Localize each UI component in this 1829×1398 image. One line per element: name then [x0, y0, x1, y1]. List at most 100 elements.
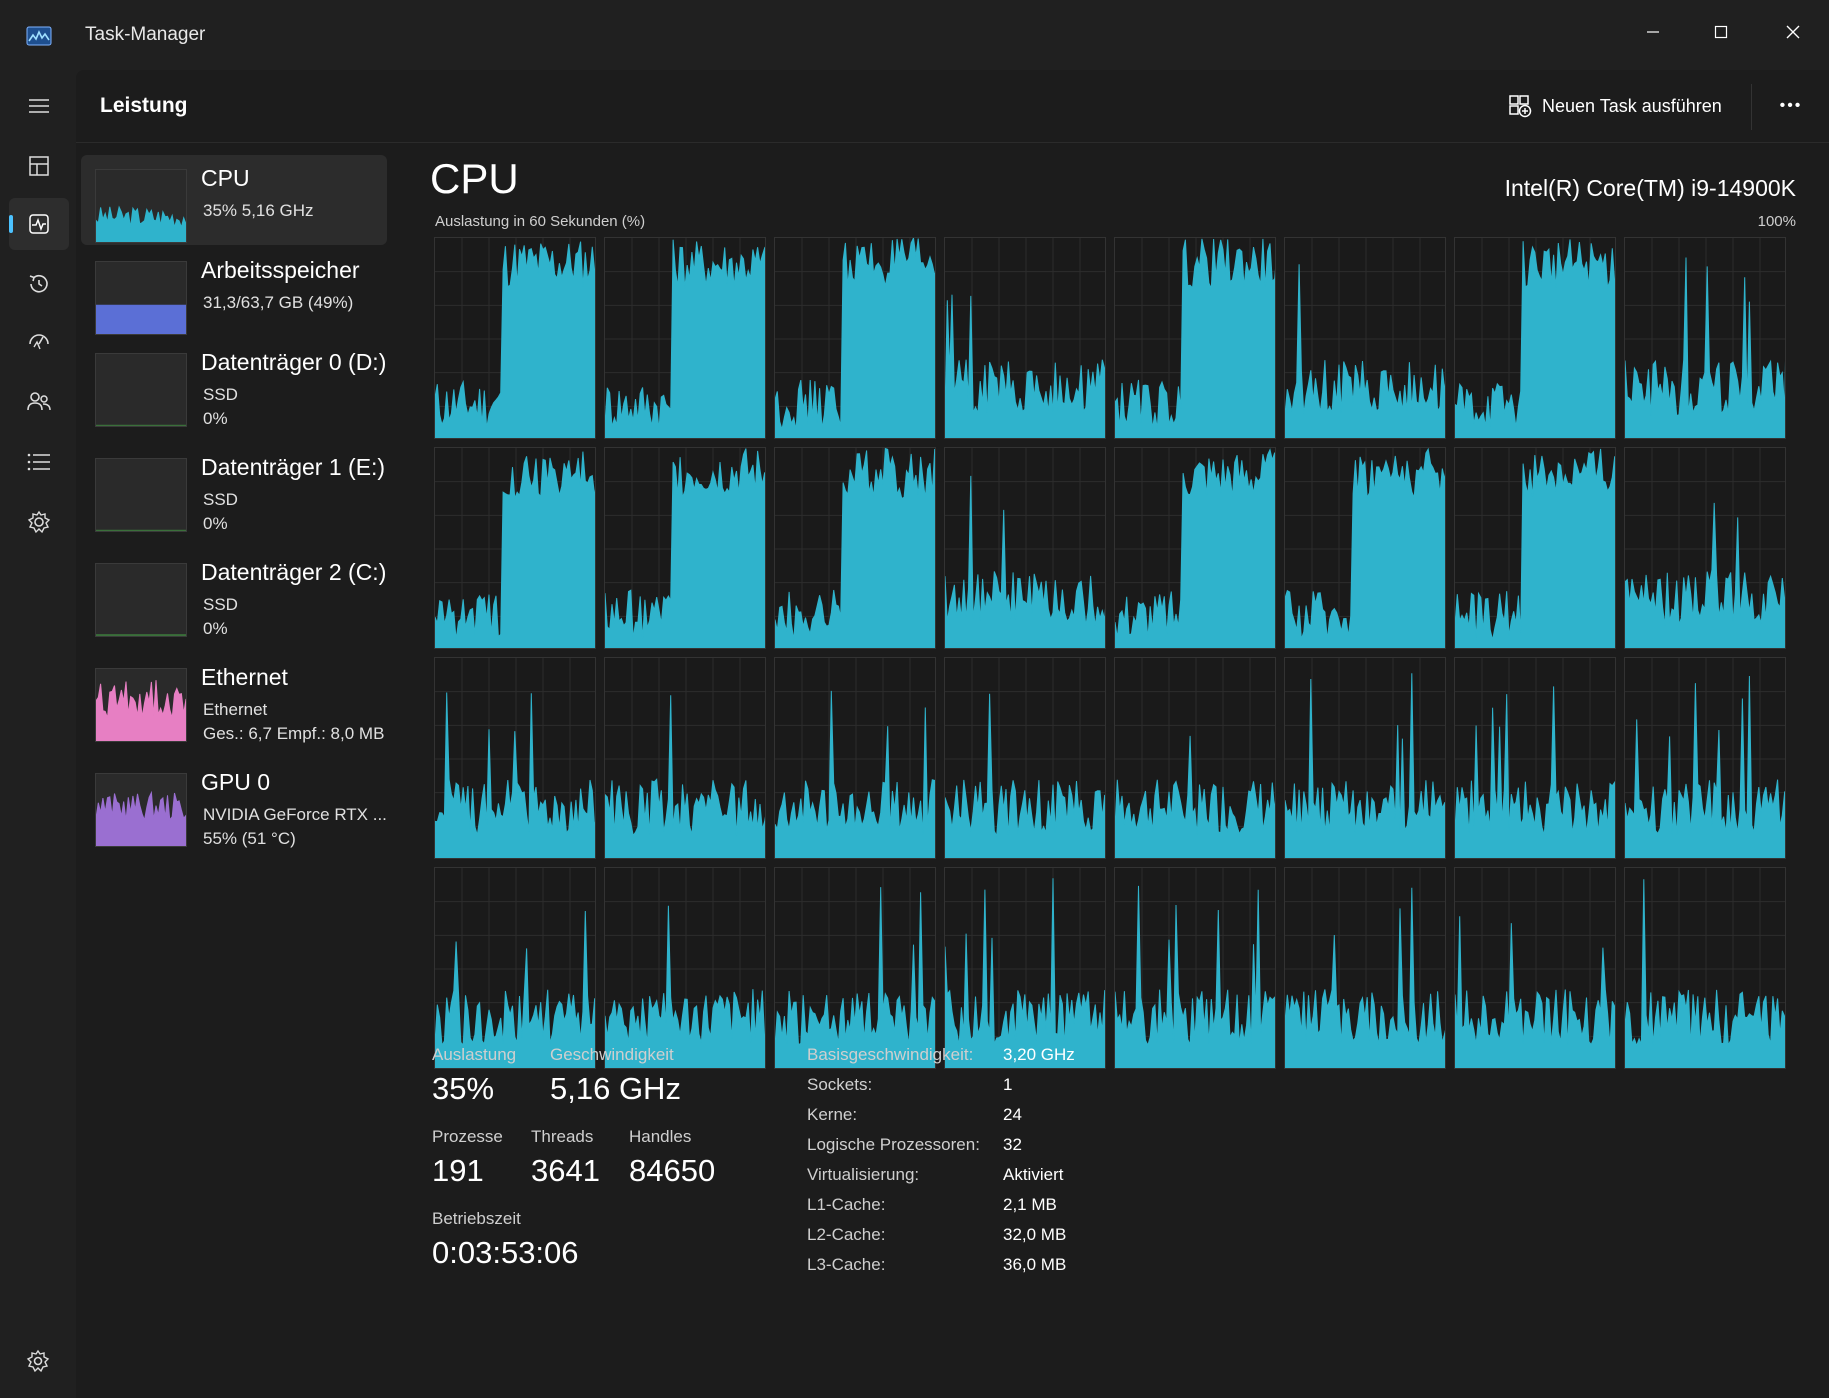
core-graph: [1114, 867, 1276, 1069]
handles-label: Handles: [629, 1127, 692, 1146]
minimize-button[interactable]: [1628, 10, 1678, 54]
page-title: Leistung: [100, 94, 188, 117]
spec-label: L3-Cache:: [807, 1255, 886, 1274]
usage-area: [1115, 448, 1275, 648]
resource-cpu[interactable]: CPU 35% 5,16 GHz: [81, 155, 387, 245]
usage-area: [1455, 448, 1615, 648]
nav-services[interactable]: [9, 496, 69, 548]
spec-label: L1-Cache:: [807, 1195, 886, 1214]
maximize-button[interactable]: [1696, 10, 1746, 54]
gpu-mini-graph: [95, 773, 187, 847]
core-graph: [434, 657, 596, 859]
spec-value: 3,20 GHz: [1003, 1045, 1075, 1064]
utilization-value: 35%: [432, 1071, 495, 1106]
speed-label: Geschwindigkeit: [550, 1045, 674, 1064]
details-icon: [27, 453, 50, 471]
spec-label: Sockets:: [807, 1075, 873, 1094]
resource-memory[interactable]: Arbeitsspeicher 31,3/63,7 GB (49%): [81, 247, 387, 337]
run-task-icon: [1509, 95, 1532, 118]
usage-area: [96, 790, 186, 846]
spec-label: Logische Prozessoren:: [807, 1135, 980, 1154]
threads-value: 3641: [531, 1153, 600, 1188]
core-graph: [1284, 447, 1446, 649]
uptime-value: 0:03:53:06: [432, 1235, 579, 1270]
run-task-label: Neuen Task ausführen: [1542, 95, 1722, 116]
usage-area: [775, 887, 935, 1068]
core-graph: [434, 447, 596, 649]
nav-startup-apps[interactable]: [9, 316, 69, 368]
usage-area: [1455, 239, 1615, 438]
usage-area: [96, 680, 186, 741]
usage-area: [1285, 264, 1445, 438]
core-graph: [1454, 237, 1616, 439]
close-button[interactable]: [1768, 10, 1818, 54]
hamburger-menu-icon: [29, 99, 49, 113]
spec-label: Virtualisierung:: [807, 1165, 920, 1184]
hamburger-menu-button[interactable]: [9, 80, 69, 132]
resource-usage: Ges.: 6,7 Empf.: 8,0 MB: [203, 724, 385, 743]
usage-area: [1625, 257, 1785, 438]
processes-label: Prozesse: [432, 1127, 503, 1146]
resource-disk-2[interactable]: Datenträger 2 (C:) SSD 0%: [81, 549, 387, 639]
main-panel: Leistung Neuen Task ausführen ••• CPU 35…: [76, 70, 1829, 1398]
nav-settings[interactable]: [22, 1345, 54, 1377]
resource-ethernet[interactable]: Ethernet Ethernet Ges.: 6,7 Empf.: 8,0 M…: [81, 654, 387, 744]
spec-value: 2,1 MB: [1003, 1195, 1057, 1214]
resource-detail: SSD: [203, 385, 238, 404]
usage-area: [435, 692, 595, 858]
usage-area: [945, 878, 1105, 1068]
resource-usage: 0%: [203, 514, 228, 533]
task-manager-app-icon: [26, 26, 52, 46]
usage-area: [775, 448, 935, 648]
core-graph: [774, 237, 936, 439]
graph-caption: Auslastung in 60 Sekunden (%): [435, 213, 646, 230]
resource-gpu[interactable]: GPU 0 NVIDIA GeForce RTX ... 55% (51 °C): [81, 759, 387, 849]
spec-value: Aktiviert: [1003, 1165, 1064, 1184]
processes-value: 191: [432, 1153, 484, 1188]
usage-area: [1625, 502, 1785, 648]
usage-area: [1115, 735, 1275, 858]
run-new-task-button[interactable]: Neuen Task ausführen: [1508, 86, 1722, 126]
app-history-icon: [29, 274, 48, 293]
nav-details[interactable]: [9, 436, 69, 488]
core-graph: [1624, 447, 1786, 649]
resource-name: Arbeitsspeicher: [201, 257, 360, 283]
core-graph: [434, 867, 596, 1069]
usage-area: [1625, 675, 1785, 858]
usage-area: [605, 905, 765, 1068]
nav-app-history[interactable]: [9, 258, 69, 310]
handles-value: 84650: [629, 1153, 716, 1188]
usage-area: [1285, 673, 1445, 858]
core-graph: [1454, 447, 1616, 649]
resource-detail: SSD: [203, 490, 238, 509]
core-graph: [1624, 867, 1786, 1069]
core-graph: [1284, 867, 1446, 1069]
usage-area: [1455, 686, 1615, 858]
resource-detail: SSD: [203, 595, 238, 614]
startup-apps-icon: [29, 334, 49, 350]
usage-area: [945, 475, 1105, 648]
usage-area: [945, 294, 1105, 438]
core-graph: [604, 867, 766, 1069]
disk-1-mini-graph: [95, 458, 187, 532]
resource-name: GPU 0: [201, 769, 271, 795]
title-bar: Task-Manager: [0, 0, 1829, 70]
resource-disk-1[interactable]: Datenträger 1 (E:) SSD 0%: [81, 444, 387, 534]
cpu-heading: CPU: [430, 155, 519, 202]
more-options-button[interactable]: •••: [1766, 86, 1816, 126]
nav-performance[interactable]: [9, 198, 69, 250]
resource-detail: Ethernet: [203, 700, 268, 719]
speed-value: 5,16 GHz: [550, 1071, 681, 1106]
resource-name: CPU: [201, 165, 250, 191]
nav-processes[interactable]: [9, 140, 69, 192]
usage-area: [1625, 879, 1785, 1068]
core-graph: [944, 657, 1106, 859]
cpu-mini-graph: [95, 169, 187, 243]
nav-users[interactable]: [9, 376, 69, 428]
spec-value: 36,0 MB: [1003, 1255, 1067, 1274]
disk-2-mini-graph: [95, 563, 187, 637]
page-header: Leistung Neuen Task ausführen •••: [76, 70, 1829, 143]
core-graph: [604, 237, 766, 439]
resource-disk-0[interactable]: Datenträger 0 (D:) SSD 0%: [81, 339, 387, 429]
navigation-rail: [0, 70, 76, 1398]
